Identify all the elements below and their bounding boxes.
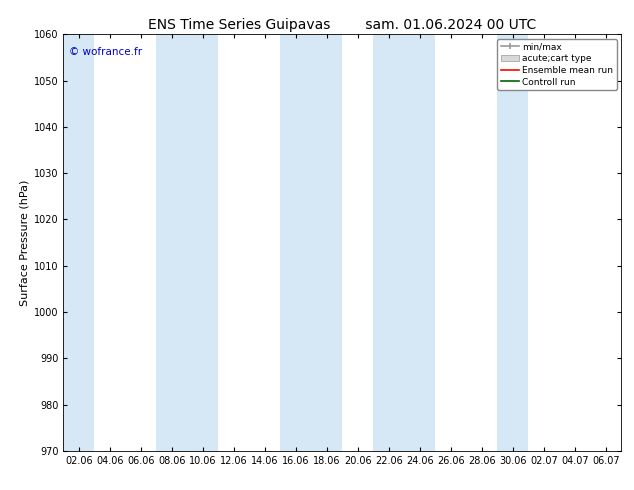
Bar [373,34,436,451]
Text: © wofrance.fr: © wofrance.fr [69,47,142,57]
Y-axis label: Surface Pressure (hPa): Surface Pressure (hPa) [20,179,30,306]
Title: ENS Time Series Guipavas        sam. 01.06.2024 00 UTC: ENS Time Series Guipavas sam. 01.06.2024… [148,18,536,32]
Bar [63,34,94,451]
Bar [497,34,528,451]
Bar [280,34,342,451]
Legend: min/max, acute;cart type, Ensemble mean run, Controll run: min/max, acute;cart type, Ensemble mean … [497,39,617,90]
Bar [157,34,218,451]
